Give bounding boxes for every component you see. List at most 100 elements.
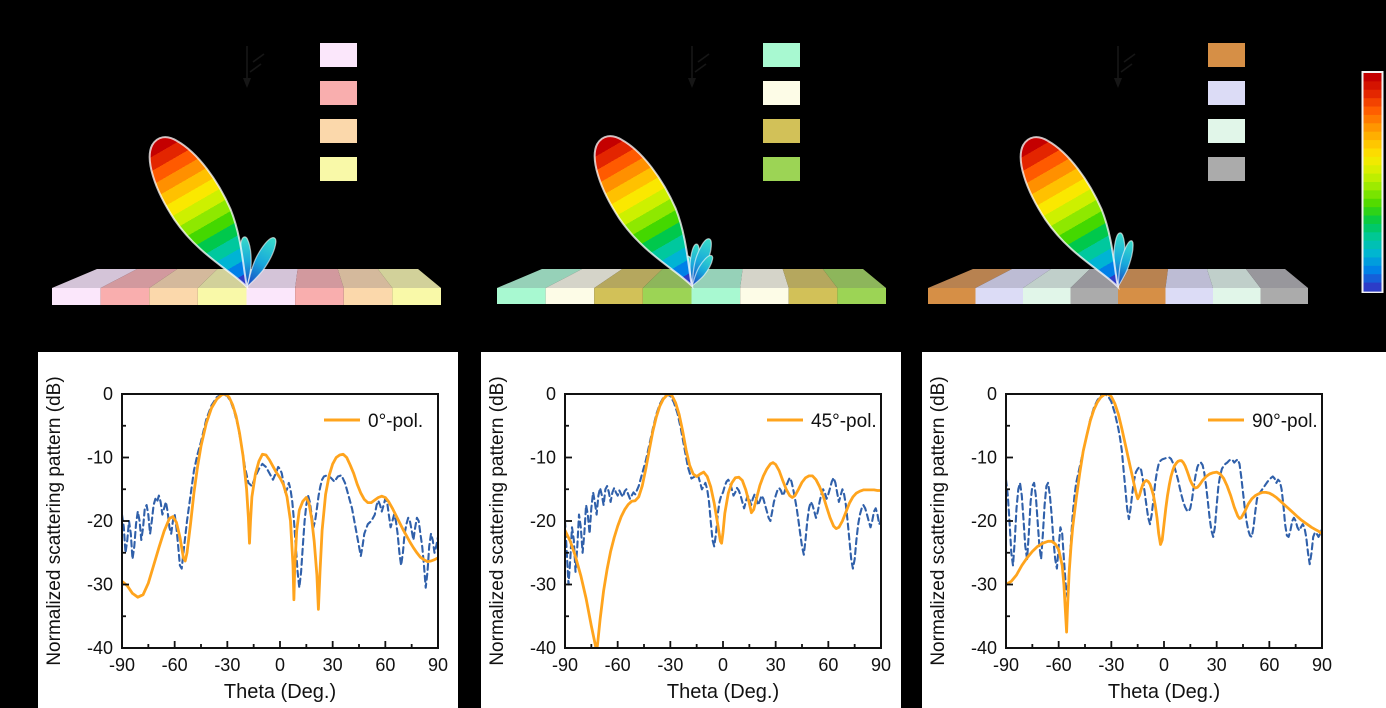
slab-top-stripe bbox=[1207, 269, 1261, 288]
plot-legend: 90°-pol. bbox=[1208, 411, 1318, 432]
slab-top-stripe bbox=[100, 269, 178, 288]
plot-legend: 45°-pol. bbox=[767, 411, 877, 432]
colorbar-band bbox=[1363, 140, 1382, 150]
slab-top-stripe bbox=[1165, 269, 1213, 288]
plot-panel-45deg: -90 -60 -30 0 30 60 90 0 -10 -20 -30 -40 Theta (Deg.… bbox=[481, 352, 901, 708]
colorbar-band bbox=[1363, 106, 1382, 116]
colorbar-band bbox=[1363, 148, 1382, 158]
slab-front-stripe bbox=[594, 288, 643, 304]
y-tick-labels: 0 -10 -20 -30 -40 bbox=[87, 384, 113, 658]
svg-text:-30: -30 bbox=[657, 655, 683, 675]
incident-wave-arrow bbox=[1114, 46, 1136, 88]
svg-text:-30: -30 bbox=[530, 575, 556, 595]
svg-text:0: 0 bbox=[987, 384, 997, 404]
slab-front-stripe bbox=[1213, 288, 1261, 304]
x-axis-title: Theta (Deg.) bbox=[224, 681, 336, 703]
3d-patterns-scene bbox=[52, 43, 1384, 305]
plot-legend: 0°-pol. bbox=[324, 411, 423, 432]
slab-front-stripe bbox=[928, 288, 976, 304]
slab-top-stripe bbox=[149, 269, 218, 288]
svg-text:30: 30 bbox=[323, 655, 343, 675]
svg-text:-10: -10 bbox=[971, 448, 997, 468]
slab-top-stripe bbox=[1118, 269, 1168, 288]
svg-text:-20: -20 bbox=[530, 511, 556, 531]
slab-top-stripe bbox=[782, 269, 838, 288]
legend-swatch bbox=[1208, 81, 1245, 105]
side-lobe bbox=[246, 237, 277, 288]
svg-text:60: 60 bbox=[1259, 655, 1279, 675]
colorbar-band bbox=[1363, 89, 1382, 99]
svg-text:-10: -10 bbox=[87, 448, 113, 468]
unit-cell-legend bbox=[1208, 43, 1245, 181]
slab-top-stripe bbox=[377, 269, 441, 288]
svg-text:0: 0 bbox=[718, 655, 728, 675]
pattern-90deg bbox=[928, 43, 1308, 304]
svg-text:-60: -60 bbox=[605, 655, 631, 675]
svg-text:60: 60 bbox=[818, 655, 838, 675]
slab-top-stripe bbox=[928, 269, 1012, 288]
metasurface-slab bbox=[928, 269, 1308, 304]
svg-text:60: 60 bbox=[375, 655, 395, 675]
curve-dashed-unlabeled bbox=[122, 394, 438, 589]
legend-swatch bbox=[320, 157, 357, 181]
incident-wave-arrow bbox=[243, 46, 265, 88]
incident-wave-arrow bbox=[688, 46, 710, 88]
colorbar-band bbox=[1363, 173, 1382, 183]
plot-panel-0deg: -90 -60 -30 0 30 60 90 0 -10 -20 -30 -40 Theta (Deg.… bbox=[38, 352, 458, 708]
pattern-0deg bbox=[52, 43, 441, 305]
svg-text:-90: -90 bbox=[993, 655, 1019, 675]
slab-top-stripe bbox=[822, 269, 886, 288]
svg-text:-30: -30 bbox=[87, 575, 113, 595]
colorbar-band bbox=[1363, 240, 1382, 250]
pattern-45deg bbox=[497, 43, 886, 304]
curve-dashed-unlabeled bbox=[565, 394, 881, 586]
slab-front-stripe bbox=[545, 288, 595, 304]
curve-solid-0°-pol. bbox=[122, 394, 438, 611]
slab-front-stripe bbox=[740, 288, 789, 304]
slab-front-stripe bbox=[497, 288, 546, 304]
main-lobe bbox=[593, 135, 694, 290]
y-tick-labels: 0 -10 -20 -30 -40 bbox=[530, 384, 556, 658]
colorbar-band bbox=[1363, 249, 1382, 259]
colorbar-band bbox=[1363, 73, 1382, 82]
unit-cell-legend bbox=[320, 43, 357, 181]
side-lobe bbox=[691, 254, 714, 287]
slab-top-stripe bbox=[740, 269, 789, 288]
legend-swatch bbox=[1208, 43, 1245, 67]
x-tick-labels: -90 -60 -30 0 30 60 90 bbox=[993, 655, 1332, 675]
legend-swatch bbox=[320, 119, 357, 143]
x-tick-labels: -90 -60 -30 0 30 60 90 bbox=[552, 655, 891, 675]
slab-front-stripe bbox=[52, 288, 101, 305]
slab-top-stripe bbox=[497, 269, 583, 288]
slab-front-stripe bbox=[837, 288, 886, 304]
slab-top-stripe bbox=[975, 269, 1051, 288]
svg-text:-30: -30 bbox=[1098, 655, 1124, 675]
legend-swatch bbox=[1208, 119, 1245, 143]
colorbar-band bbox=[1363, 114, 1382, 124]
svg-text:-20: -20 bbox=[87, 511, 113, 531]
slab-top-stripe bbox=[594, 269, 663, 288]
legend-swatch bbox=[763, 81, 800, 105]
svg-text:0: 0 bbox=[546, 384, 556, 404]
legend-swatch bbox=[320, 81, 357, 105]
legend-swatch bbox=[1208, 157, 1245, 181]
colorbar-band bbox=[1363, 257, 1382, 267]
axis-ticks bbox=[564, 393, 882, 649]
svg-text:0: 0 bbox=[1159, 655, 1169, 675]
slab-top-stripe bbox=[545, 269, 623, 288]
metasurface-slab bbox=[497, 269, 886, 304]
slab-top-stripe bbox=[337, 269, 393, 288]
slab-front-stripe bbox=[691, 288, 741, 304]
svg-text:30: 30 bbox=[766, 655, 786, 675]
curves bbox=[565, 394, 881, 648]
slab-front-stripe bbox=[392, 288, 441, 305]
x-tick-labels: -90 -60 -30 0 30 60 90 bbox=[109, 655, 448, 675]
colorbar bbox=[1361, 71, 1384, 293]
slab-front-stripe bbox=[1023, 288, 1071, 304]
curves bbox=[1006, 394, 1322, 634]
slab-front-stripe bbox=[1070, 288, 1118, 304]
slab-front-stripe bbox=[1260, 288, 1308, 304]
colorbar-band bbox=[1363, 156, 1382, 166]
main-lobe bbox=[1019, 136, 1120, 291]
axis-ticks bbox=[1005, 393, 1323, 649]
